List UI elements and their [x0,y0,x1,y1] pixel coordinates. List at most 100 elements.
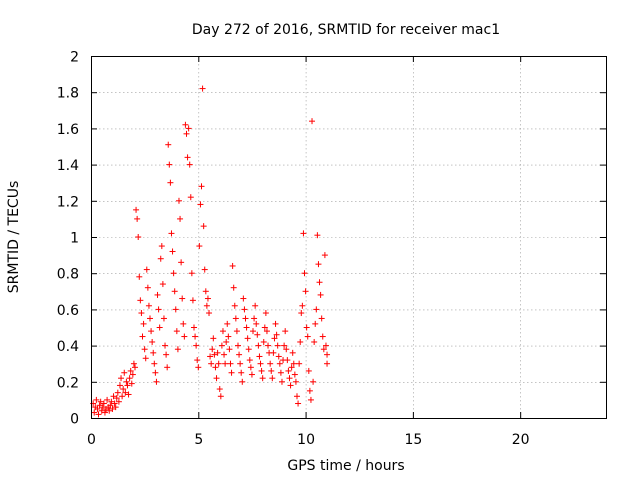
data-point [151,360,158,367]
data-point [171,288,178,295]
data-point [255,342,262,349]
data-point [228,369,235,376]
data-point [135,234,142,240]
y-tick-label: 1.6 [57,122,79,138]
data-point [239,378,246,385]
data-point [287,382,294,389]
x-tick-label: 20 [512,432,530,448]
data-point [119,393,126,400]
data-point [269,375,276,382]
data-point [162,342,169,349]
data-point [168,230,175,237]
data-point [188,270,195,277]
data-point [245,346,252,353]
data-point [202,288,209,295]
data-point [158,243,165,250]
data-point [276,360,283,367]
x-axis-label: GPS time / hours [287,458,404,474]
data-point [229,262,236,269]
data-point [93,396,100,403]
data-point [224,320,231,327]
data-point [222,360,229,367]
data-point [208,360,215,367]
data-point [263,328,270,335]
data-point [160,315,167,322]
data-point [230,284,237,291]
data-point [270,349,277,356]
data-point [261,324,268,331]
data-point [136,273,143,280]
data-point [254,331,261,338]
y-tick-label: 1.2 [57,194,79,210]
data-point [98,407,105,414]
data-point [232,315,239,322]
data-point [256,353,263,360]
data-point [193,342,200,349]
data-point [310,378,317,385]
data-point [282,328,289,335]
data-point [187,194,194,201]
data-point [107,402,114,409]
data-point [253,320,260,327]
data-point [144,284,151,291]
data-point [196,243,203,250]
data-point [273,331,280,338]
data-point [123,378,130,385]
data-point [221,351,228,358]
data-point [163,351,170,358]
data-point [299,302,306,309]
data-point [242,315,249,322]
data-point [318,315,325,322]
data-point [243,324,250,331]
y-tick-label: 0 [70,412,79,428]
data-point [141,346,148,353]
data-point [133,206,140,213]
data-point [191,324,197,331]
data-point [200,223,207,230]
data-point [301,270,308,277]
x-tick-label: 5 [194,432,203,448]
data-point [226,346,233,353]
data-point [99,404,106,411]
data-point [166,161,173,168]
data-point [140,320,147,327]
data-point [227,360,234,367]
data-point [101,409,108,416]
data-point [96,402,103,409]
data-point [116,382,123,389]
data-point [259,375,266,382]
data-point [252,302,259,309]
data-point [211,351,218,358]
data-point [201,266,208,273]
data-point [145,302,152,309]
data-point [258,367,265,374]
data-point [100,400,107,407]
data-point [185,125,192,132]
data-point [183,130,190,137]
data-point [311,338,318,345]
data-point [319,333,326,340]
data-point [317,291,324,298]
data-point [154,291,161,298]
data-point [295,400,302,407]
data-point [309,118,316,125]
data-point [286,375,293,382]
ticks [91,56,606,419]
data-point [312,320,319,327]
grid [91,56,606,418]
data-point [262,310,269,317]
data-point [152,369,159,376]
data-point [315,261,322,268]
data-point [169,248,176,255]
data-point [313,306,320,313]
data-point [118,375,125,382]
data-point [180,320,187,327]
data-point [134,215,141,222]
data-point [271,335,278,342]
data-point [148,328,155,335]
data-point [181,333,188,340]
data-point [199,85,206,92]
data-point [296,360,303,367]
data-point [125,391,132,398]
